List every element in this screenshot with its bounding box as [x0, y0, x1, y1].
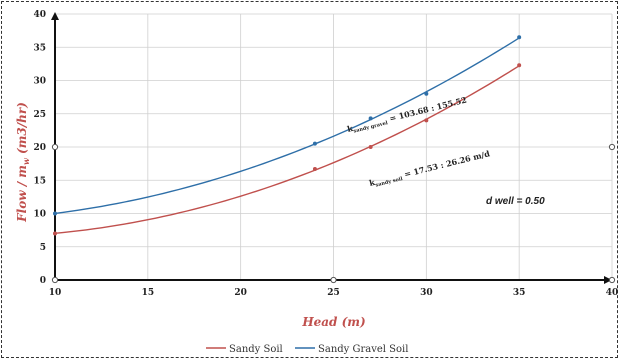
- y-tick-label-0: 0: [40, 276, 46, 286]
- y-axis-title: Flow / mw (m3/hr): [15, 102, 31, 223]
- y-tick-label-6: 30: [33, 77, 46, 87]
- k-sandy-soil-annotation: ksandy soil = 17.53 : 26.26 m/d: [368, 148, 492, 190]
- k-gravel-subscript: sandy gravel: [353, 120, 389, 134]
- y-axis-arrow: [51, 12, 59, 20]
- x-tick-label-5: 35: [513, 288, 526, 298]
- y-tick-label-8: 40: [33, 10, 46, 20]
- y-axis-title-sub: w: [21, 157, 31, 165]
- x-axis-arrow: [604, 276, 612, 284]
- k-sandy-prefix: k: [368, 177, 376, 188]
- y-tick-label-7: 35: [33, 43, 46, 53]
- d-well-annotation: d well = 0.50: [486, 196, 545, 207]
- legend: Sandy Soil Sandy Gravel Soil: [206, 344, 408, 355]
- y-tick-label-5: 25: [33, 110, 46, 120]
- legend-label-sandy-gravel-soil: Sandy Gravel Soil: [318, 344, 408, 355]
- grid: [55, 13, 613, 280]
- x-tick-label-1: 15: [142, 288, 155, 298]
- frame-handle-4: [608, 276, 616, 284]
- frame-handle-2: [51, 276, 59, 284]
- y-tick-label-3: 15: [33, 176, 46, 186]
- x-axis-title: Head (m): [301, 315, 365, 329]
- series-1-point-1: [312, 141, 317, 146]
- x-tick-label-4: 30: [420, 288, 433, 298]
- legend-label-sandy-soil: Sandy Soil: [229, 344, 283, 355]
- y-axis-title-unit: (m3/hr): [15, 102, 29, 158]
- y-tick-label-1: 5: [40, 243, 46, 253]
- frame-handle-0: [51, 143, 59, 151]
- frame-handle-1: [608, 143, 616, 151]
- series-0-point-2: [368, 145, 373, 149]
- y-tick-label-4: 20: [33, 143, 46, 153]
- x-tick-label-2: 20: [234, 288, 247, 298]
- series-0-point-1: [312, 166, 317, 171]
- series-1-point-4: [517, 35, 522, 40]
- k-gravel-prefix: k: [346, 123, 354, 134]
- k-sandy-subscript: sandy soil: [375, 176, 404, 189]
- frame-handle-3: [330, 276, 337, 284]
- series-1-point-0: [53, 211, 57, 216]
- series-0-point-4: [517, 63, 522, 68]
- x-tick-labels: 10 15 20 25 30 35 40: [49, 288, 619, 298]
- series-0-point-0: [53, 231, 57, 236]
- series-group: [53, 35, 522, 236]
- x-tick-label-3: 25: [327, 288, 340, 298]
- y-tick-labels: 0 5 10 15 20 25 30 35 40: [33, 10, 46, 286]
- series-1-point-2: [368, 116, 373, 121]
- series-line-1: [54, 37, 520, 215]
- series-line-0: [54, 65, 520, 235]
- y-tick-label-2: 10: [33, 210, 46, 220]
- k-sandy-value: = 17.53 : 26.26 m/d: [400, 148, 491, 180]
- axes: [51, 12, 616, 284]
- series-0-point-3: [424, 118, 429, 123]
- x-tick-label-0: 10: [49, 288, 62, 298]
- x-tick-label-6: 40: [606, 288, 619, 298]
- y-axis-title-main: Flow / m: [15, 165, 29, 223]
- series-1-point-3: [424, 91, 429, 96]
